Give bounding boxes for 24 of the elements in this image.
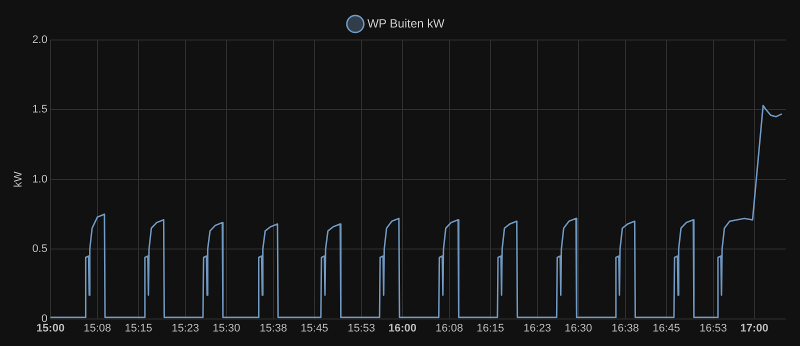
y-tick-label: 2.0 [32, 34, 48, 46]
x-tick-label: 15:08 [84, 322, 112, 334]
x-tick-label: 15:53 [348, 322, 376, 334]
x-tick-label: 16:00 [388, 322, 416, 334]
y-tick-label: 0.5 [32, 243, 48, 256]
x-tick-label: 16:08 [436, 322, 464, 334]
x-tick-label: 16:23 [524, 322, 552, 334]
x-tick-label: 15:00 [36, 322, 65, 334]
x-tick-label: 15:23 [172, 322, 200, 334]
x-tick-label: 15:30 [212, 322, 240, 334]
x-tick-label: 15:45 [300, 322, 328, 334]
x-tick-label: 15:38 [260, 322, 288, 334]
x-tick-label: 16:53 [699, 322, 728, 334]
x-tick-label: 15:15 [124, 322, 152, 334]
x-tick-label: 16:30 [564, 322, 592, 334]
legend-label: WP Buiten kW [367, 16, 446, 30]
x-tick-label: 17:00 [740, 322, 768, 334]
y-axis-title: kW [12, 170, 25, 188]
x-tick-label: 16:15 [476, 322, 504, 334]
y-tick-label: 1.5 [32, 104, 48, 116]
x-tick-label: 16:38 [612, 322, 640, 334]
y-tick-label: 0 [41, 312, 48, 325]
y-tick-label: 1.0 [32, 173, 48, 186]
x-tick-label: 16:45 [652, 322, 680, 334]
